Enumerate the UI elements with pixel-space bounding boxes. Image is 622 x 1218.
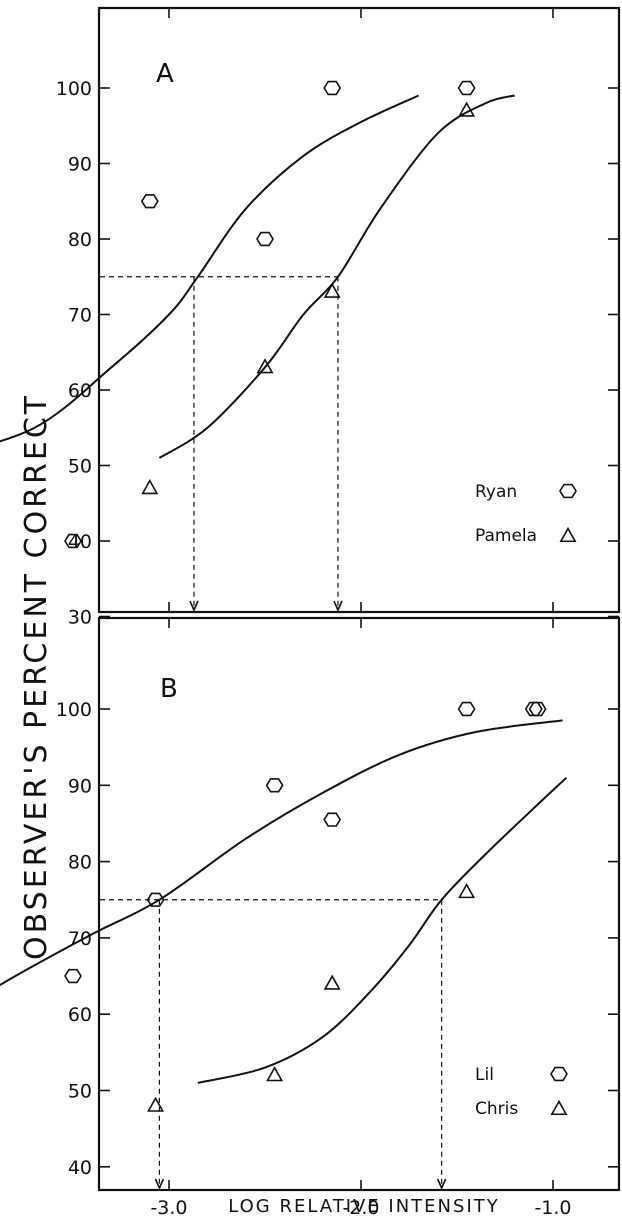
data-point-pamela-2 <box>323 282 341 298</box>
y-axis-title: OBSERVER'S PERCENT CORRECT <box>19 393 54 960</box>
data-point-pamela-0 <box>141 479 159 495</box>
legend-label-lil: Lil <box>475 1065 494 1085</box>
data-point-chris-2 <box>323 974 341 990</box>
panel-b-plot-area <box>0 701 568 1190</box>
y-tick-label-30: 30 <box>68 607 92 629</box>
panel-a-label: A <box>156 59 174 89</box>
threshold-arrowhead-lil <box>154 1178 165 1190</box>
y-tick-label-50: 50 <box>68 456 92 478</box>
data-point-ryan-2 <box>256 231 274 247</box>
legend-label-ryan: Ryan <box>475 482 517 502</box>
fit-curve-pamela <box>158 94 515 459</box>
y-tick-label-80: 80 <box>68 852 92 874</box>
data-point-ryan-1 <box>140 194 159 209</box>
panel-b-y-ticks: 40 50 60 70 80 90 100 <box>56 699 619 1179</box>
y-tick-label-60: 60 <box>68 380 92 402</box>
data-point-ryan-0 <box>64 533 82 549</box>
panel-a-plot-area <box>0 80 515 612</box>
legend-marker-triangle <box>550 1099 568 1116</box>
panel-b-legend: Lil Chris <box>475 1065 568 1119</box>
data-point-lil-5 <box>524 701 543 717</box>
data-point-lil-0 <box>64 968 82 984</box>
data-point-ryan-3 <box>323 80 342 96</box>
panel-b-frame <box>97 616 621 1192</box>
x-tick-label--1: -1.0 <box>534 1197 571 1218</box>
y-tick-label-60: 60 <box>68 1004 92 1026</box>
legend-marker-hexagon <box>559 483 577 499</box>
threshold-arrowhead-ryan <box>189 600 199 612</box>
data-point-lil-1 <box>146 892 165 907</box>
y-tick-label-70: 70 <box>68 928 92 950</box>
y-tick-label-100: 100 <box>56 78 92 100</box>
data-point-lil-3 <box>323 812 342 827</box>
threshold-arrowhead-chris <box>436 1178 447 1190</box>
panel-a-x-ticks <box>168 8 554 612</box>
y-tick-label-40: 40 <box>68 1157 92 1179</box>
legend-marker-hexagon <box>550 1066 568 1082</box>
data-point-pamela-3 <box>458 101 476 117</box>
legend-label-chris: Chris <box>475 1099 518 1119</box>
y-tick-label-80: 80 <box>68 229 92 251</box>
data-point-chris-3 <box>458 882 476 899</box>
y-tick-label-90: 90 <box>68 154 92 176</box>
y-tick-label-90: 90 <box>68 775 92 797</box>
data-point-lil-4 <box>457 701 476 717</box>
fit-curve-chris <box>197 776 568 1084</box>
x-tick-label--2: -2.0 <box>342 1197 379 1218</box>
fit-curve-ryan <box>0 94 420 443</box>
legend-marker-triangle <box>559 526 577 543</box>
data-point-chris-0 <box>147 1096 165 1112</box>
y-tick-label-100: 100 <box>56 699 92 721</box>
threshold-arrowhead-pamela <box>333 600 343 612</box>
y-tick-label-70: 70 <box>68 305 92 327</box>
panel-b-x-ticks: -4.0-3.0-2.0-1.0 <box>150 618 572 1218</box>
y-tick-label-50: 50 <box>68 1081 92 1103</box>
x-tick-label--3: -3.0 <box>150 1197 187 1218</box>
fit-curve-lil <box>0 719 563 987</box>
x-axis-title: LOG RELATIVE INTENSITY <box>228 1196 500 1217</box>
legend-label-pamela: Pamela <box>475 526 537 546</box>
data-point-chris-1 <box>266 1066 284 1082</box>
data-point-pamela-1 <box>256 358 274 374</box>
panel-a-legend: Ryan Pamela <box>475 482 577 546</box>
panel-a-frame <box>97 6 621 614</box>
data-point-ryan-4 <box>457 80 476 96</box>
data-point-lil-2 <box>265 778 284 793</box>
data-point-lil-6 <box>528 701 547 717</box>
panel-b-label: B <box>160 674 178 704</box>
